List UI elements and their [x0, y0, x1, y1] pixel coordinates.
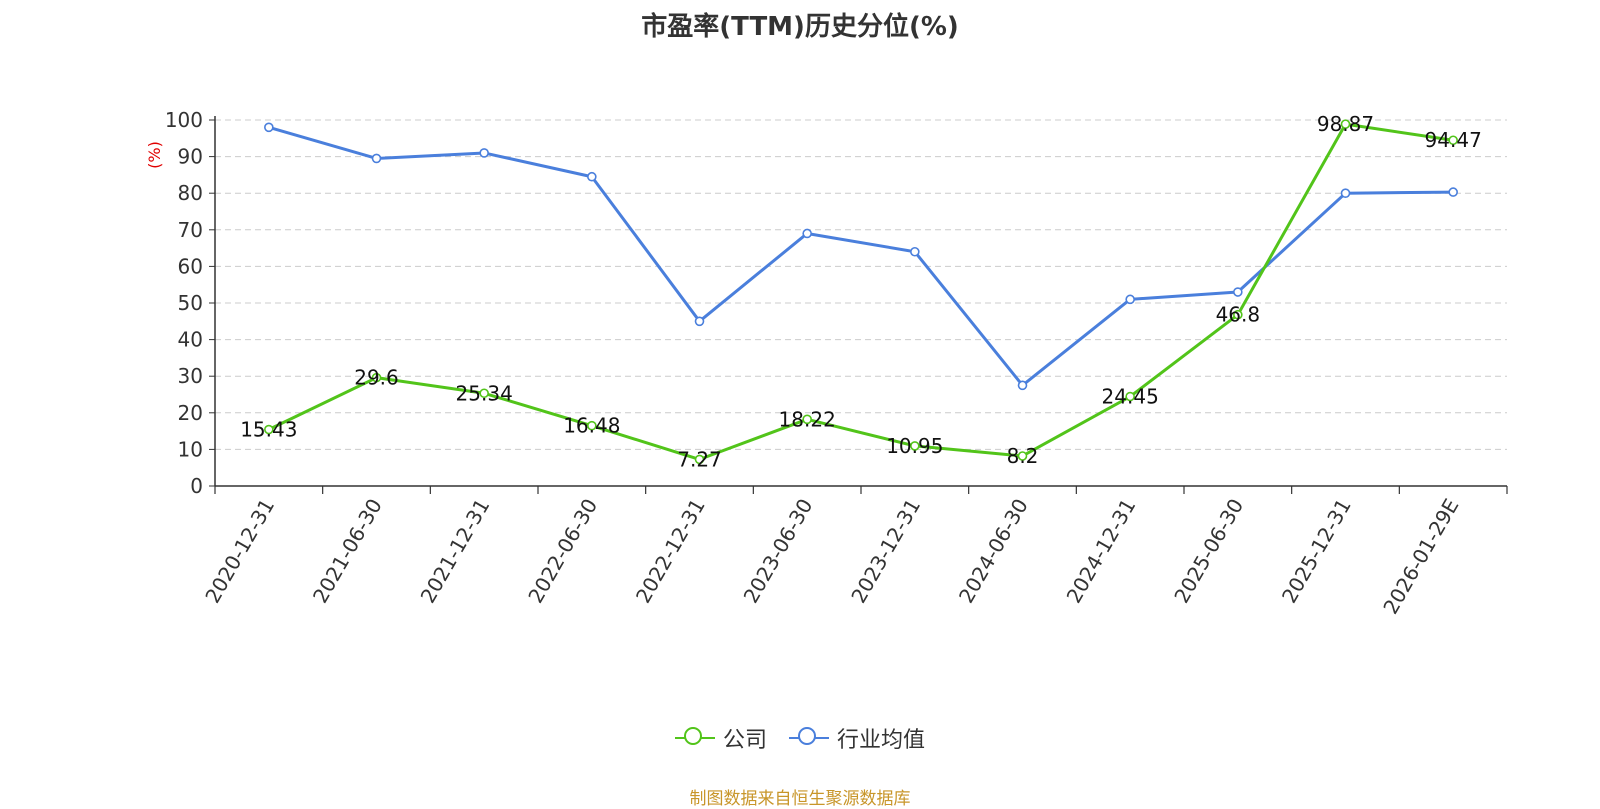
- data-point-company: [264, 424, 274, 435]
- data-point-industry-average: [1017, 380, 1028, 391]
- data-point-company: [371, 372, 382, 383]
- legend-item-company[interactable]: 公司: [674, 722, 767, 754]
- x-tick-label: 2024-12-31: [1062, 495, 1141, 608]
- data-point-company: [1340, 119, 1351, 129]
- x-tick-label: 2026-01-29E: [1378, 495, 1463, 619]
- data-label-company: 15.43: [240, 418, 297, 442]
- y-tick-label: 60: [178, 254, 203, 278]
- data-point-company: [1017, 451, 1028, 461]
- x-tick-label: 2025-06-30: [1169, 495, 1248, 608]
- x-tick-label: 2022-12-31: [631, 495, 710, 608]
- x-tick-label: 2023-12-31: [846, 494, 925, 607]
- data-point-industry-average: [1125, 294, 1135, 305]
- data-label-company: 46.8: [1216, 303, 1261, 327]
- data-labels: 15.43 29.6 25.34 16.48 7.27 18.22 10.95 8.2 24.4…: [240, 112, 1482, 471]
- data-point-company: [1448, 135, 1458, 146]
- y-tick-label: 70: [178, 218, 203, 242]
- series-line-industry-average: [268, 125, 1454, 387]
- data-point-industry-average: [1233, 287, 1243, 297]
- x-tick-label: 2021-06-30: [308, 495, 387, 608]
- data-label-company: 25.34: [456, 381, 513, 405]
- x-tick-label: 2024-06-30: [954, 495, 1033, 608]
- data-label-company: 94.47: [1425, 128, 1482, 152]
- y-axis-unit: (%): [145, 141, 164, 169]
- data-point-industry-average: [910, 246, 920, 257]
- x-tick-label: 2023-06-30: [739, 495, 818, 608]
- data-point-industry-average: [587, 171, 597, 182]
- series-layer: [264, 119, 1458, 465]
- y-tick-label: 0: [190, 474, 203, 498]
- data-point-company: [1125, 391, 1135, 402]
- data-label-company: 10.95: [886, 434, 943, 458]
- legend-label-industry-average: 行业均值: [837, 728, 926, 753]
- data-point-company: [479, 388, 489, 399]
- data-point-company: [587, 420, 597, 431]
- y-tick-label: 90: [178, 145, 203, 169]
- data-label-company: 98.87: [1317, 112, 1374, 136]
- y-tick-label: 40: [178, 328, 203, 352]
- x-tick-label: 2025-12-31: [1277, 495, 1356, 608]
- grid-lines: [215, 119, 1507, 450]
- y-tick-label: 20: [178, 401, 203, 425]
- data-label-company: 8.2: [1007, 444, 1039, 468]
- y-tick-label: 10: [178, 437, 203, 461]
- data-point-industry-average: [1340, 188, 1351, 198]
- data-point-company: [802, 414, 812, 425]
- y-tick-label: 50: [178, 291, 203, 315]
- x-tick-label: 2022-06-30: [523, 495, 602, 608]
- source-note: 制图数据来自恒生聚源数据库: [689, 789, 911, 809]
- data-point-industry-average: [1448, 187, 1458, 197]
- series-line-company: [268, 122, 1454, 461]
- data-point-industry-average: [371, 153, 382, 164]
- x-tick-label: 2020-12-31: [200, 495, 279, 608]
- data-label-company: 7.27: [677, 447, 722, 471]
- data-point-company: [694, 454, 705, 465]
- data-point-industry-average: [264, 122, 274, 133]
- data-point-company: [1233, 309, 1243, 320]
- data-label-company: 29.6: [354, 366, 399, 390]
- data-label-company: 18.22: [779, 407, 836, 431]
- data-point-industry-average: [479, 148, 489, 158]
- axes: 0 10 20 30 40 50 60 70 80 90 100 2020-12-31 2021-06-…: [165, 108, 1508, 619]
- data-point-industry-average: [694, 316, 705, 327]
- legend-marker-industry-average: [789, 726, 829, 750]
- legend: 公司 行业均值: [0, 722, 1600, 754]
- chart-title: 市盈率(TTM)历史分位(%): [641, 12, 959, 42]
- y-tick-label: 100: [165, 108, 203, 132]
- data-point-company: [910, 441, 920, 451]
- legend-label-company: 公司: [722, 728, 767, 753]
- legend-marker-company: [674, 726, 715, 750]
- data-label-company: 16.48: [563, 414, 620, 438]
- y-tick-label: 80: [178, 181, 203, 205]
- data-point-industry-average: [802, 228, 812, 239]
- y-tick-label: 30: [178, 364, 203, 388]
- data-label-company: 24.45: [1102, 385, 1159, 409]
- legend-item-industry-average[interactable]: 行业均值: [789, 722, 925, 754]
- x-tick-label: 2021-12-31: [416, 494, 495, 607]
